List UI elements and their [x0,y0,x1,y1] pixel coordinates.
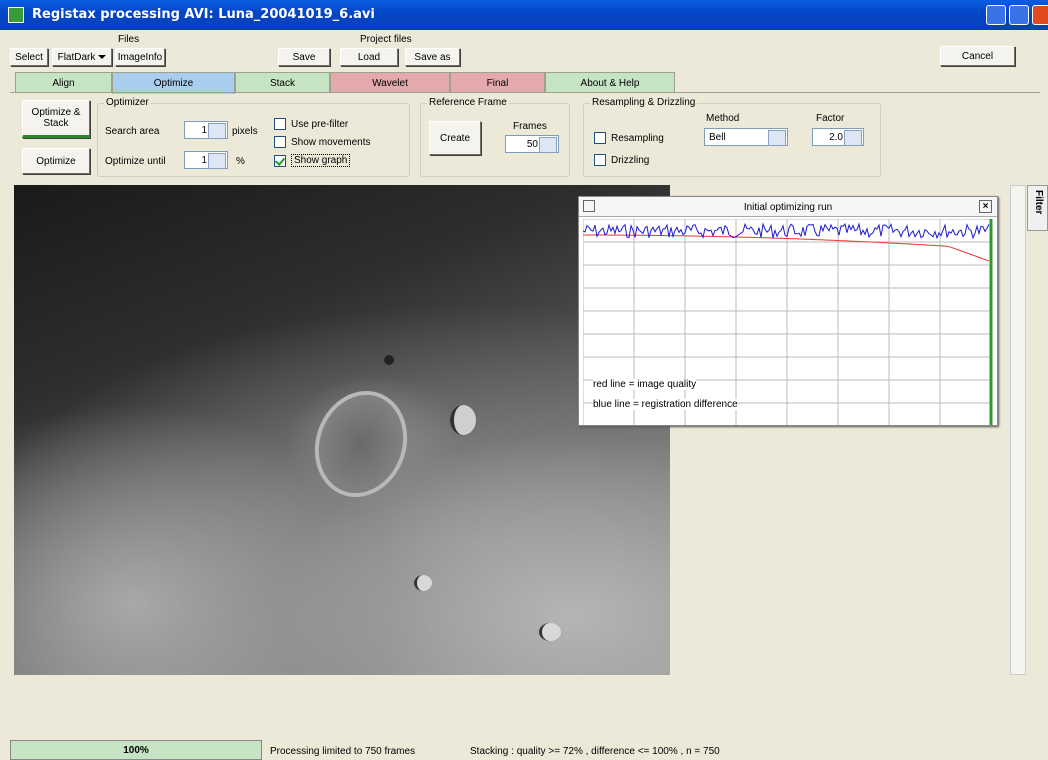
graph-window: Initial optimizing run × red line = imag… [578,196,998,426]
check-box[interactable] [274,118,286,130]
stacking-status: Stacking : quality >= 72% , difference <… [470,746,720,757]
project-files-label: Project files [360,34,412,45]
crater [300,378,422,510]
checkbox-label: Show movements [291,137,370,148]
optimize-until-field[interactable]: 1 [184,151,228,169]
group-title: Reference Frame [427,97,509,108]
checkbox-label: Use pre-filter [291,119,348,130]
imageinfo-button[interactable]: ImageInfo [115,48,165,66]
optimize-button[interactable]: Optimize [22,148,90,174]
factor-label: Factor [816,113,844,124]
load-button[interactable]: Load [340,48,398,66]
frames-field[interactable]: 50 [505,135,559,153]
percent-label: % [236,156,245,167]
checkbox[interactable]: Resampling [594,132,664,144]
side-tab[interactable]: Filter [1027,185,1048,231]
search-area-field[interactable]: 1 [184,121,228,139]
maximize-button[interactable] [1009,5,1029,25]
tab[interactable]: Stack [235,72,330,93]
save-as-button[interactable]: Save as [405,48,460,66]
tab[interactable]: Final [450,72,545,93]
graph-plot [583,219,993,425]
create-button[interactable]: Create [429,121,481,155]
check-box[interactable] [594,154,606,166]
crater [384,355,394,365]
reference-group: Reference Frame Create Frames 50 [420,103,570,177]
search-area-label: Search area [105,126,159,137]
graph-close-button[interactable]: × [979,200,992,213]
tab[interactable]: Align [15,72,112,93]
checkbox-label: Drizzling [611,155,649,166]
flatdark-button[interactable]: FlatDark [52,48,112,66]
frames-label: Frames [513,121,547,132]
tab[interactable]: About & Help [545,72,675,93]
tab[interactable]: Optimize [112,72,235,94]
checkbox-label: Show graph [291,154,350,167]
group-title: Optimizer [104,97,151,108]
checkbox-label: Resampling [611,133,664,144]
tab[interactable]: Wavelet [330,72,450,93]
graph-title: Initial optimizing run [579,202,997,213]
window-title: Registax processing AVI: Luna_20041019_6… [32,7,375,22]
registration-line [583,224,989,238]
legend-red: red line = image quality [593,379,696,390]
group-title: Resampling & Drizzling [590,97,697,108]
checkbox[interactable]: Show graph [274,154,350,167]
side-tab-label: Filter [1033,190,1044,214]
check-box[interactable] [274,155,286,167]
optimize-until-label: Optimize until [105,156,166,167]
progress-label: 100% [123,745,149,756]
progress-box: 100% [10,740,262,760]
title-bar: Registax processing AVI: Luna_20041019_6… [0,0,1048,30]
minimize-button[interactable] [986,5,1006,25]
method-select[interactable]: Bell [704,128,788,146]
pixels-label: pixels [232,126,258,137]
graph-title-bar: Initial optimizing run × [579,197,997,217]
checkbox[interactable]: Use pre-filter [274,118,348,130]
dropdown-arrow [98,55,106,63]
checkbox[interactable]: Drizzling [594,154,649,166]
flatdark-label: FlatDark [58,52,96,63]
optimizer-group: Optimizer Search area 1 pixels Optimize … [97,103,410,177]
crater [539,623,561,641]
legend-blue: blue line = registration difference [593,399,738,410]
method-value: Bell [709,132,726,143]
check-box[interactable] [594,132,606,144]
processing-status: Processing limited to 750 frames [270,746,415,757]
moon-image [14,185,670,675]
quality-line [583,235,989,261]
app-icon [8,7,24,23]
optimize-stack-button[interactable]: Optimize & Stack [22,100,90,138]
select-button[interactable]: Select [10,48,48,66]
files-label: Files [118,34,139,45]
close-button[interactable] [1032,5,1048,25]
crater [414,575,432,591]
crater [450,405,476,435]
check-box[interactable] [274,136,286,148]
scrollbar[interactable] [1010,185,1026,675]
app-window: Registax processing AVI: Luna_20041019_6… [0,0,1048,760]
save-button[interactable]: Save [278,48,330,66]
checkbox[interactable]: Show movements [274,136,370,148]
cancel-button[interactable]: Cancel [940,46,1015,66]
method-label: Method [706,113,739,124]
factor-field[interactable]: 2.0 [812,128,864,146]
